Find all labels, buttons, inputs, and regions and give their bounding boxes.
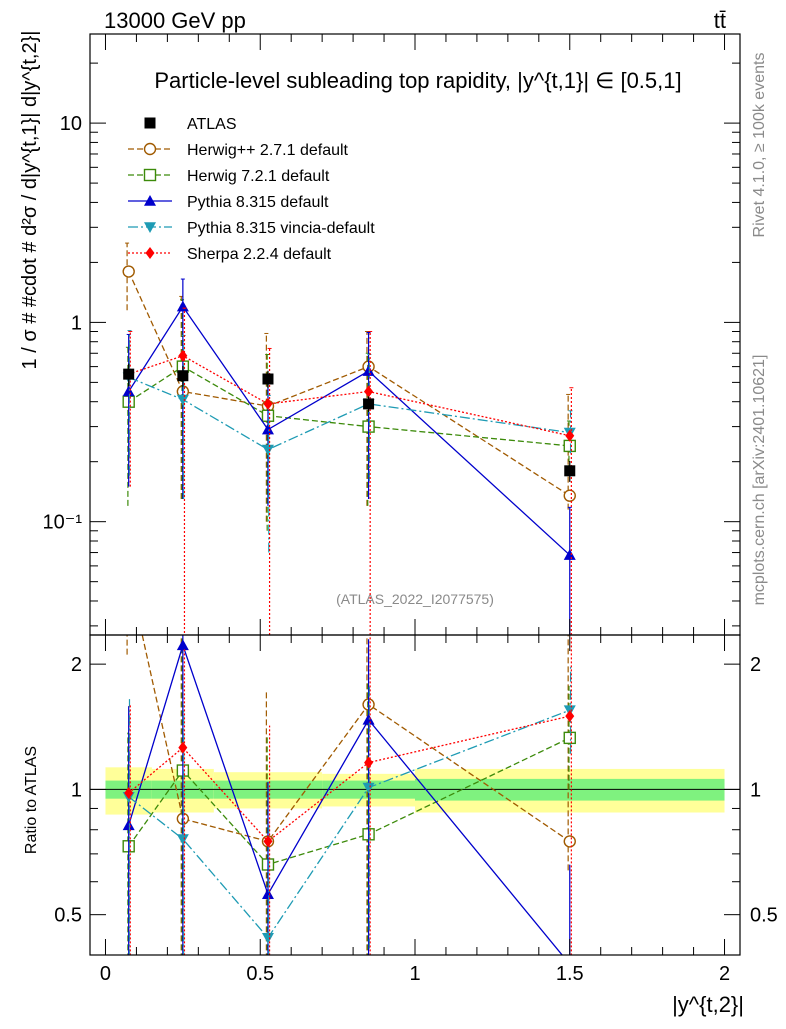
sherpa-2-2-4-default-ratio-point <box>565 710 575 723</box>
pythia-8-315-default-ratio-point <box>122 819 135 831</box>
ratio-panel-frame <box>89 634 741 956</box>
legend-label: Herwig 7.2.1 default <box>187 168 330 185</box>
pythia-8-315-default-ratio-point <box>362 713 375 725</box>
ratio-panel <box>90 635 740 955</box>
legend-marker <box>143 168 157 182</box>
legend-label: Sherpa 2.2.4 default <box>187 246 332 263</box>
herwig-2-7-1-default-ratio-line <box>141 635 571 843</box>
pythia-8-315-vincia-default-point <box>261 444 274 456</box>
ratio-tick-label-right: 1 <box>750 779 761 801</box>
y-tick-label: 10 <box>60 113 82 135</box>
sherpa-2-2-4-default-ratio-point <box>178 741 188 754</box>
sherpa-2-2-4-default-point <box>364 385 374 398</box>
atlas-point <box>262 373 274 385</box>
chart-layers: 0 0.5 1 1.5 2 10⁻¹ 1 10 0.5 0.5 1 1 2 2 ATLAS Herwig++ … <box>43 34 778 985</box>
y-tick-label: 10⁻¹ <box>43 512 83 534</box>
herwig-2-7-1-default-ratio-point <box>563 835 576 848</box>
x-tick-label: 1.5 <box>556 963 584 985</box>
process-label: tt̄ <box>714 8 726 33</box>
legend-label: ATLAS <box>187 116 237 133</box>
pythia-8-315-default-point <box>563 549 576 560</box>
pythia-8-315-default-point <box>176 300 189 312</box>
ratio-axis-title: Ratio to ATLAS <box>23 746 40 854</box>
pythia-8-315-default-point <box>362 365 375 376</box>
rivet-label: Rivet 4.1.0, ≥ 100k events <box>751 53 768 238</box>
ratio-tick-label-right: 2 <box>750 654 761 676</box>
x-tick-label: 0 <box>100 963 111 985</box>
legend-marker <box>144 222 156 233</box>
y-tick-label: 1 <box>71 312 82 334</box>
herwig-7-2-1-default-point <box>563 439 576 453</box>
sherpa-2-2-4-default-point <box>263 397 273 410</box>
sherpa-2-2-4-default-point <box>565 429 575 442</box>
sherpa-2-2-4-default-ratio-point <box>124 787 134 800</box>
x-tick-label: 0.5 <box>246 963 274 985</box>
ratio-tick-label: 1 <box>71 779 82 801</box>
pythia-8-315-vincia-default-point <box>176 394 189 406</box>
y-axis-title: 1 / σ # #cdot # d²σ / d|y^{t,1}| d|y^{t,… <box>19 31 41 370</box>
pythia-8-315-default-point <box>122 385 135 397</box>
herwig-2-7-1-default-point <box>122 265 135 278</box>
legend: ATLAS Herwig++ 2.7.1 default Herwig 7.2.1 … <box>128 116 375 263</box>
x-tick-label: 1 <box>409 963 420 985</box>
legend-label: Herwig++ 2.7.1 default <box>187 142 349 159</box>
analysis-id: (ATLAS_2022_I2077575) <box>336 591 494 607</box>
atlas-point <box>564 465 576 477</box>
sherpa-2-2-4-default-ratio-point <box>364 756 374 769</box>
sherpa-2-2-4-default-line <box>128 355 570 437</box>
plot-title: Particle-level subleading top rapidity, … <box>154 68 681 93</box>
pythia-8-315-default-ratio-point <box>176 639 189 651</box>
energy-label: 13000 GeV pp <box>104 8 246 33</box>
x-axis-title: |y^{t,2}| <box>672 992 744 1017</box>
atlas-point <box>123 368 135 380</box>
ratio-tick-label: 2 <box>71 654 82 676</box>
axes: 0 0.5 1 1.5 2 10⁻¹ 1 10 0.5 0.5 1 1 2 2 <box>43 34 778 985</box>
ratio-tick-label: 0.5 <box>54 905 82 927</box>
atlas-point <box>177 370 189 382</box>
legend-marker <box>144 195 156 206</box>
pythia-8-315-vincia-default-ratio-point <box>176 834 189 846</box>
legend-label: Pythia 8.315 default <box>187 194 329 211</box>
mcplots-label: mcplots.cern.ch [arXiv:2401.10621] <box>751 355 768 606</box>
legend-marker <box>144 117 156 129</box>
main-panel <box>122 242 576 635</box>
herwig-2-7-1-default-point <box>563 489 576 502</box>
atlas-point <box>363 398 375 410</box>
sherpa-2-2-4-default-ratio-point <box>263 835 273 848</box>
legend-marker <box>143 142 157 156</box>
ratio-tick-label-right: 0.5 <box>750 905 778 927</box>
legend-marker <box>145 247 155 259</box>
pythia-8-315-vincia-default-ratio-point <box>362 782 375 794</box>
legend-label: Pythia 8.315 vincia-default <box>187 220 375 237</box>
pythia-8-315-default-ratio-point <box>261 888 274 899</box>
herwig-7-2-1-default-ratio-point <box>563 731 576 745</box>
pythia-8-315-default-point <box>261 423 274 435</box>
x-tick-label: 2 <box>719 963 730 985</box>
sherpa-2-2-4-default-point <box>178 349 188 362</box>
pythia-8-315-vincia-default-ratio-point <box>261 932 274 944</box>
